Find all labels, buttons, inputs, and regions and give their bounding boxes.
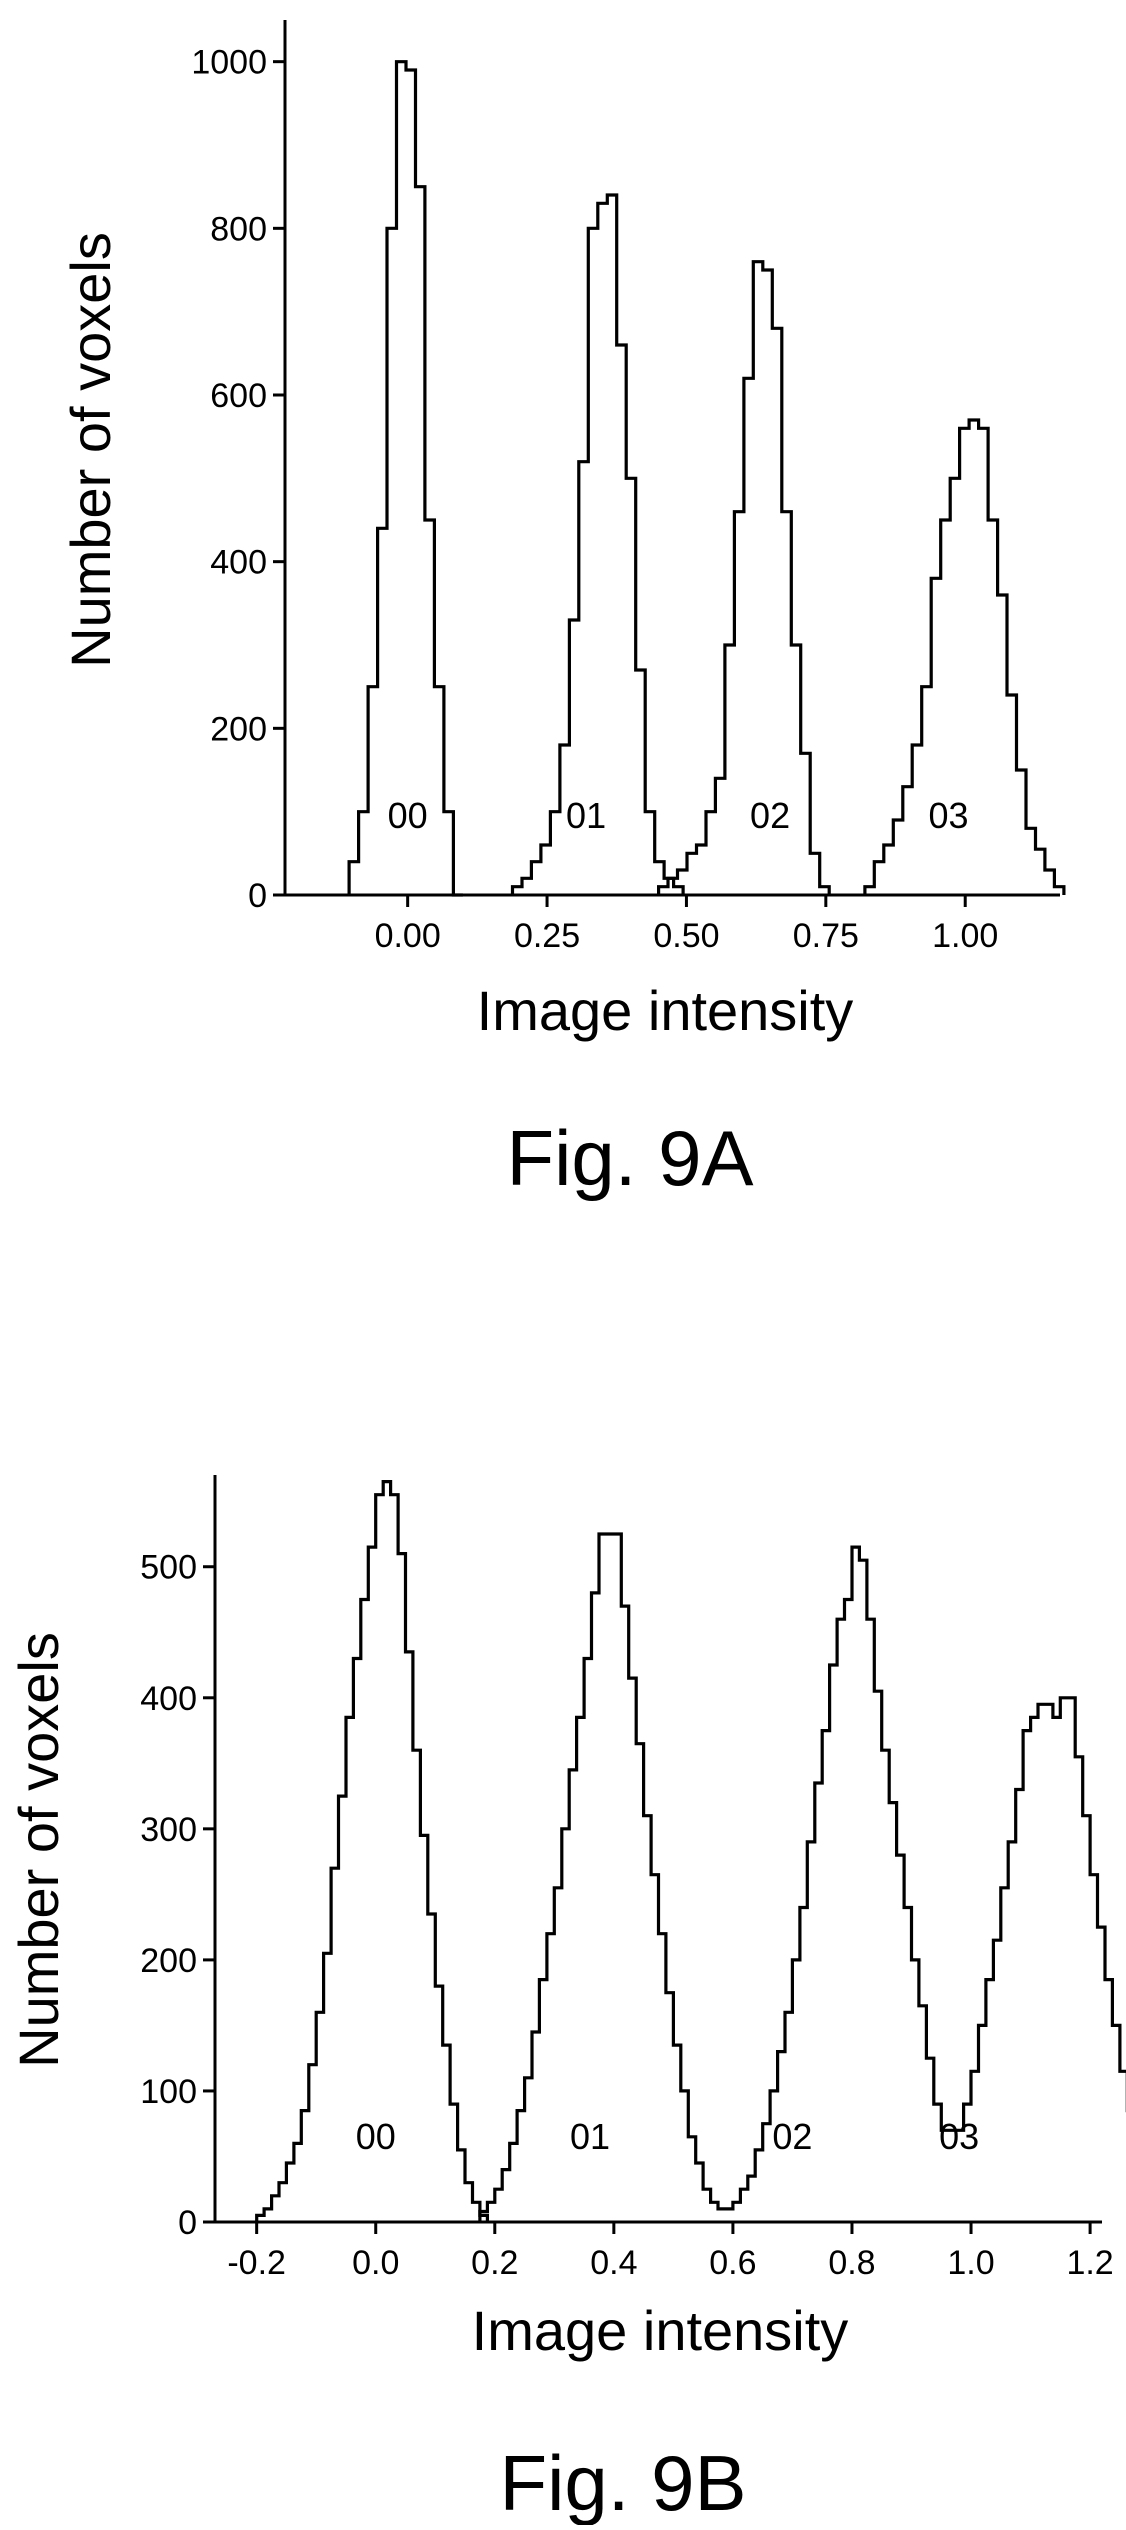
peak-label: 01 xyxy=(570,2116,610,2157)
y-tick-label: 0 xyxy=(178,2204,197,2242)
chart-9b-x-ticks: -0.2 0.0 0.2 0.4 0.6 0.8 1.0 1.2 xyxy=(227,2222,1114,2282)
peak-label: 02 xyxy=(750,795,790,836)
x-tick-label: 1.0 xyxy=(947,2244,994,2282)
histogram-series xyxy=(657,260,831,895)
chart-9a-y-ticks: 0 200 400 600 800 1000 xyxy=(191,44,285,915)
chart-9b-axes xyxy=(213,1475,1102,2224)
x-tick-label: 0.6 xyxy=(709,2244,756,2282)
peak-label: 00 xyxy=(356,2116,396,2157)
peak-label: 03 xyxy=(939,2116,979,2157)
chart-9a-caption: Fig. 9A xyxy=(506,1114,753,1202)
peak-label: 03 xyxy=(928,795,968,836)
chart-9a-x-ticks: 0.00 0.25 0.50 0.75 1.00 xyxy=(375,895,998,955)
x-tick-label: 1.2 xyxy=(1066,2244,1113,2282)
chart-9a-y-axis-title: Number of voxels xyxy=(59,232,122,668)
y-tick-label: 200 xyxy=(210,710,267,748)
histogram-series xyxy=(255,1480,489,2222)
chart-9a-peak-labels: 00 01 02 03 xyxy=(388,795,969,836)
y-tick-label: 500 xyxy=(140,1549,197,1587)
histogram-series xyxy=(510,193,685,895)
y-tick-label: 400 xyxy=(140,1680,197,1718)
x-tick-label: 0.0 xyxy=(352,2244,399,2282)
x-tick-label: 0.2 xyxy=(471,2244,518,2282)
histogram-series xyxy=(478,1532,1126,2222)
x-tick-label: -0.2 xyxy=(227,2244,286,2282)
chart-9b-peak-labels: 00 01 02 03 xyxy=(356,2116,979,2157)
x-tick-label: 0.00 xyxy=(375,917,441,955)
peak-label: 01 xyxy=(566,795,606,836)
chart-9b-y-ticks: 0 100 200 300 400 500 xyxy=(140,1549,215,2242)
chart-9b-series xyxy=(255,1480,1126,2222)
x-tick-label: 0.25 xyxy=(514,917,580,955)
x-tick-label: 0.8 xyxy=(828,2244,875,2282)
x-tick-label: 0.75 xyxy=(793,917,859,955)
y-tick-label: 200 xyxy=(140,1942,197,1980)
y-tick-label: 600 xyxy=(210,377,267,415)
chart-9a-series xyxy=(347,60,1066,897)
x-tick-label: 0.50 xyxy=(653,917,719,955)
y-tick-label: 0 xyxy=(248,877,267,915)
peak-label: 02 xyxy=(772,2116,812,2157)
x-tick-label: 0.4 xyxy=(590,2244,637,2282)
chart-9a-x-axis-title: Image intensity xyxy=(477,979,854,1042)
peak-label: 00 xyxy=(388,795,428,836)
y-tick-label: 100 xyxy=(140,2073,197,2111)
y-tick-label: 400 xyxy=(210,544,267,582)
histogram-series xyxy=(863,418,1066,895)
chart-9b-caption: Fig. 9B xyxy=(499,2439,746,2525)
y-tick-label: 1000 xyxy=(191,44,267,82)
y-tick-label: 800 xyxy=(210,210,267,248)
histogram-series xyxy=(347,60,463,897)
chart-9b-y-axis-title: Number of voxels xyxy=(7,1632,70,2068)
chart-9a-axes xyxy=(283,20,1060,897)
chart-9b-x-axis-title: Image intensity xyxy=(472,2299,849,2362)
x-tick-label: 1.00 xyxy=(932,917,998,955)
y-tick-label: 300 xyxy=(140,1811,197,1849)
